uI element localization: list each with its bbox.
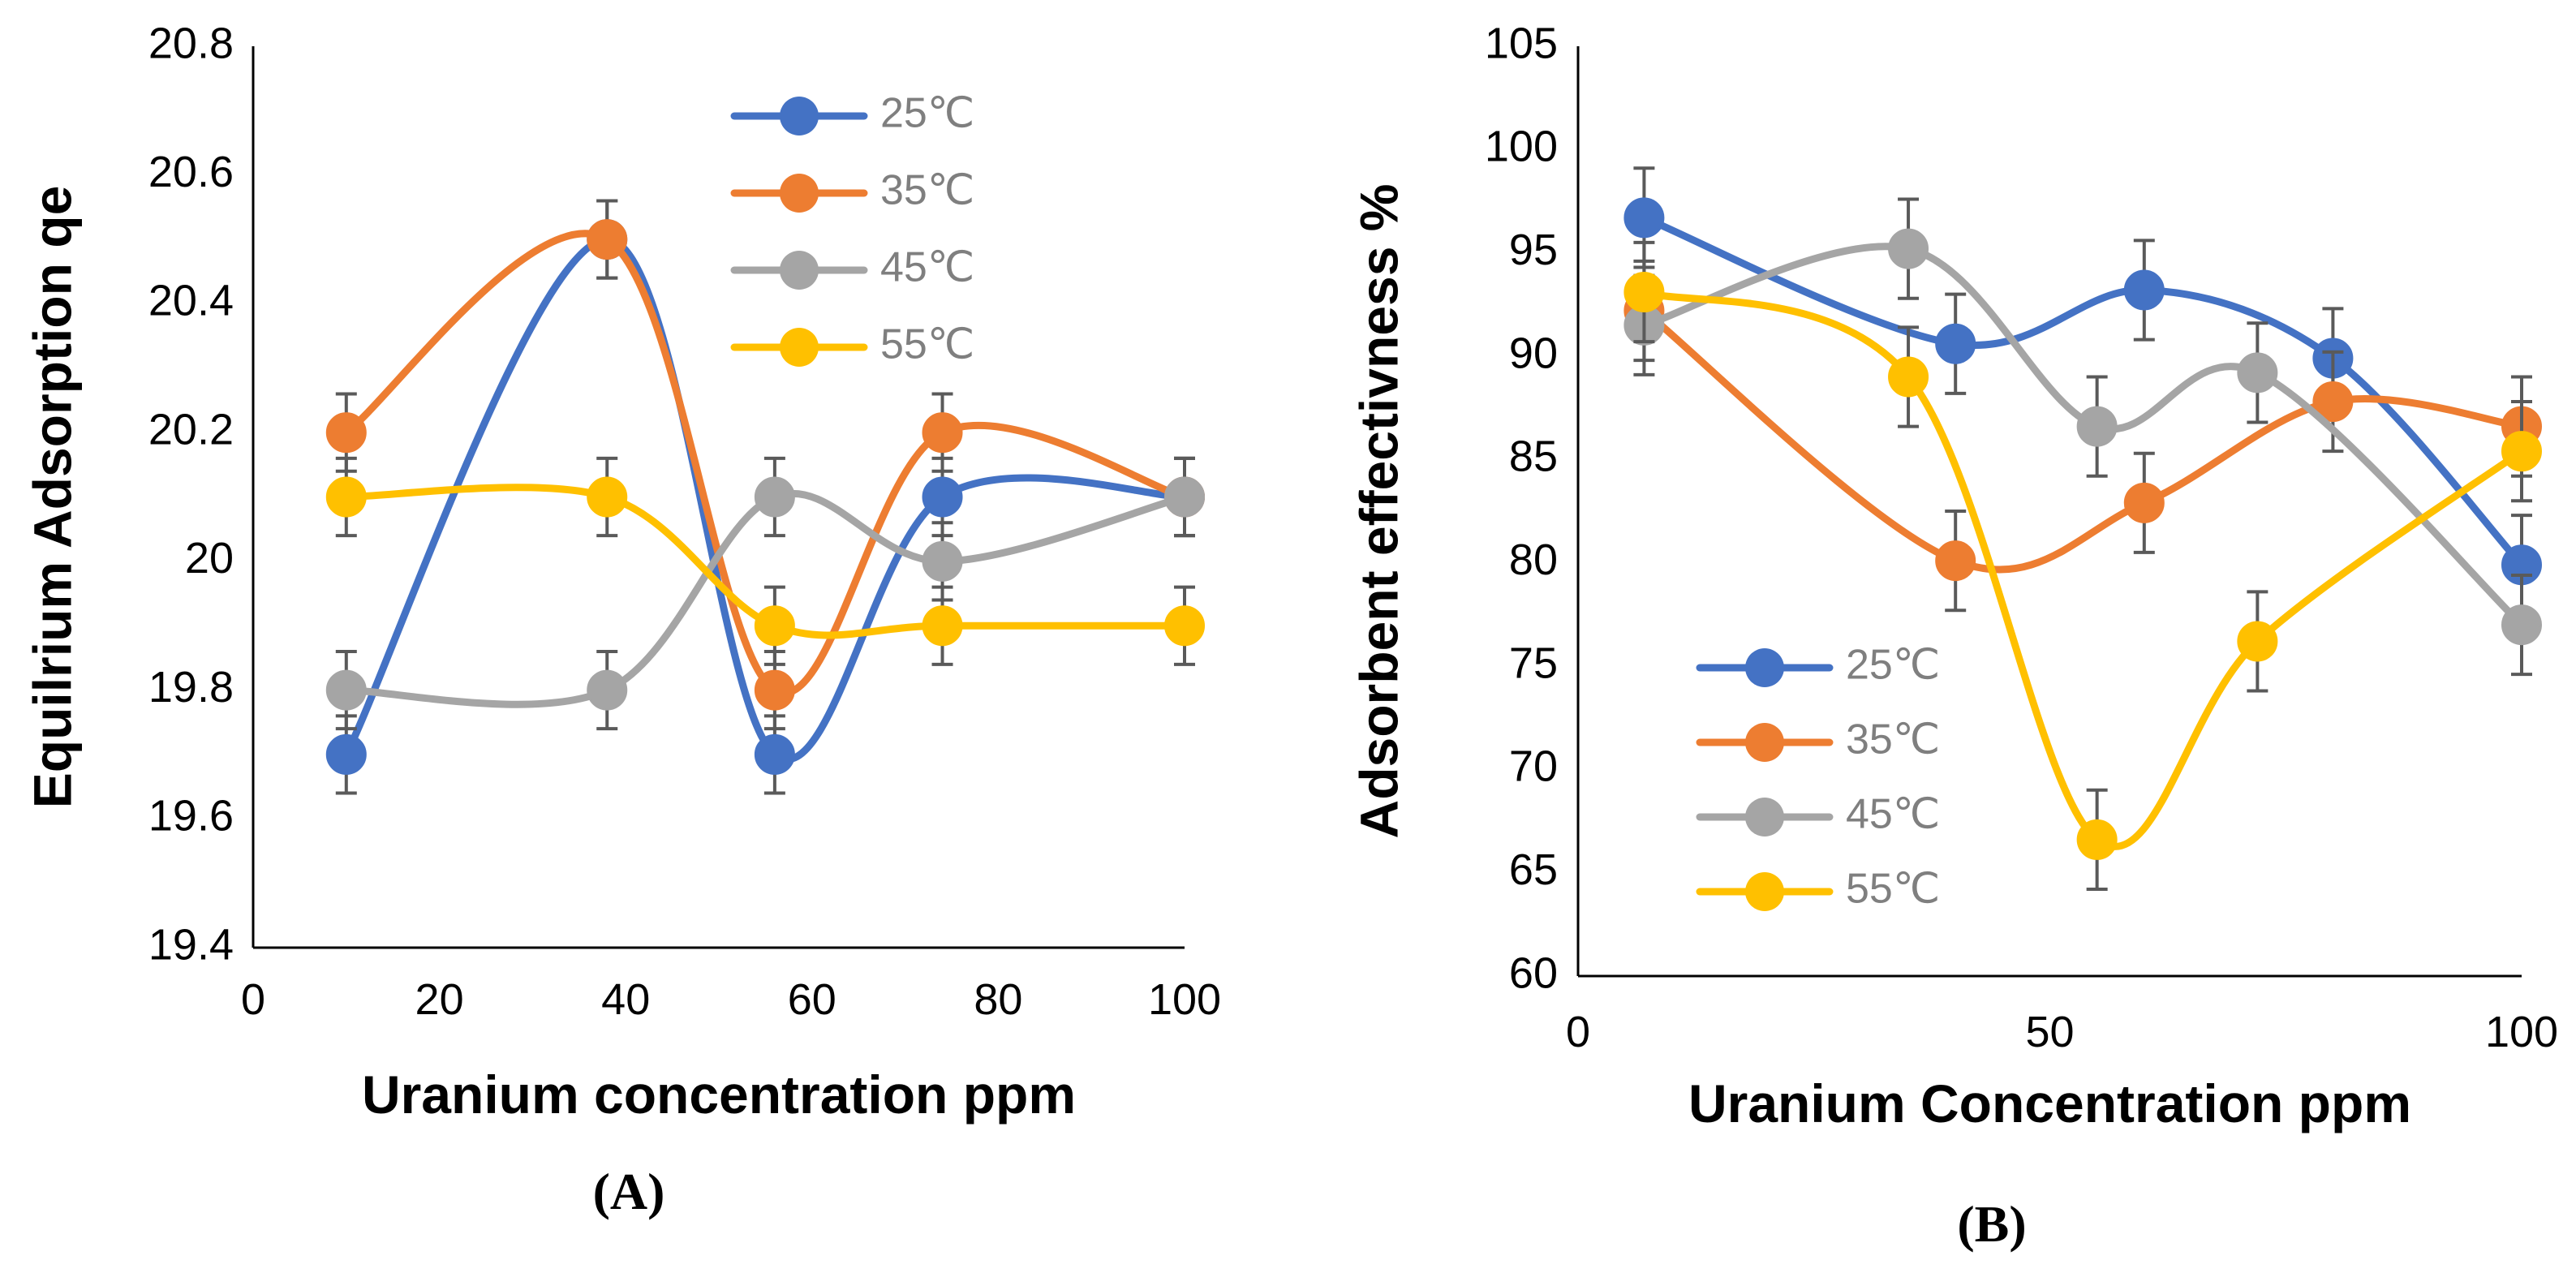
x-tick-label: 100 [2485,1008,2558,1056]
legend-marker [780,97,819,135]
y-tick-label: 20.2 [148,405,234,454]
y-tick-label: 19.6 [148,792,234,841]
data-point [754,669,795,711]
data-point [1623,197,1665,239]
y-tick-label: 100 [1485,123,1558,171]
data-point [1935,540,1976,582]
legend-marker [1745,723,1784,762]
data-point [587,669,628,711]
legend-marker [780,251,819,290]
y-tick-label: 20.8 [148,19,234,67]
data-point [2237,352,2278,394]
legend-label: 25℃ [1846,642,1940,689]
legend-label: 55℃ [1846,866,1940,913]
x-axis-title: Uranium concentration ppm [362,1064,1076,1125]
data-point [922,605,963,647]
data-point [1623,272,1665,313]
legend-label: 45℃ [880,244,974,291]
y-tick-label: 80 [1509,535,1558,584]
legend-marker [780,174,819,213]
series-line [342,235,1189,763]
legend: 25℃ 35℃ 45℃ 55℃ [730,90,974,368]
data-point [587,219,628,260]
x-axis-title: Uranium Concentration ppm [1688,1073,2411,1133]
series-line [1640,307,2526,574]
x-tick-label: 40 [601,975,650,1024]
y-tick-label: 105 [1485,19,1558,67]
data-point [325,733,367,775]
data-point [922,540,963,582]
data-point [325,476,367,518]
y-tick-label: 65 [1509,845,1558,894]
data-point [1164,605,1205,647]
y-tick-label: 20.4 [148,277,234,325]
y-tick-label: 70 [1509,742,1558,791]
x-tick-label: 80 [974,975,1022,1024]
data-point [2076,406,2118,447]
y-axis-title: Equilrium Adsorption qe [22,186,82,809]
legend-label: 35℃ [880,167,974,214]
y-tick-label: 19.4 [148,920,234,969]
y-axis-title: Adsorbent effectivness % [1348,184,1408,839]
data-point [1164,476,1205,518]
panel-label: (B) [1957,1195,2026,1253]
y-tick-label: 85 [1509,432,1558,481]
legend-label: 55℃ [880,321,974,368]
data-point [754,476,795,518]
y-tick-label: 75 [1509,639,1558,687]
panel-label: (A) [593,1163,665,1220]
data-point [754,733,795,775]
data-point [2237,621,2278,662]
y-tick-label: 20 [185,534,234,583]
data-point [2076,819,2118,860]
series-1 [325,199,1205,731]
series-2 [325,456,1205,731]
y-tick-label: 95 [1509,226,1558,274]
y-tick-label: 19.8 [148,663,234,712]
x-tick-label: 20 [415,975,464,1024]
data-point [2501,604,2542,646]
series-0 [1623,166,2542,617]
data-point [2123,482,2165,523]
x-tick-label: 50 [2025,1008,2074,1056]
data-point [1935,323,1976,364]
data-point [922,412,963,454]
legend-marker [780,328,819,367]
data-point [754,605,795,647]
data-point [2312,381,2354,423]
legend-label: 35℃ [1846,716,1940,763]
x-tick-label: 0 [241,975,265,1024]
chart-panel-b: 60 65 70 75 80 85 90 95 100 105 0 50 100 Uranium Conc… [1348,19,2558,1253]
data-point [325,669,367,711]
legend-label: 25℃ [880,90,974,137]
y-tick-label: 60 [1509,948,1558,997]
x-tick-label: 0 [1566,1008,1590,1056]
y-tick-label: 90 [1509,329,1558,377]
data-point [1888,228,1929,269]
data-point [2501,431,2542,472]
series-line [1640,288,2526,850]
legend-marker [1745,648,1784,687]
data-point [325,412,367,454]
x-tick-label: 60 [788,975,836,1024]
y-tick-label: 20.6 [148,148,234,196]
x-tick-label: 100 [1148,975,1221,1024]
chart-panel-a: 19.4 19.6 19.8 20 20.2 20.4 20.6 20.8 0 20 40 60 80 1… [22,19,1221,1220]
data-point [922,476,963,518]
legend-marker [1745,798,1784,836]
data-point [2123,269,2165,311]
series-3 [1623,240,2542,892]
legend: 25℃ 35℃ 45℃ 55℃ [1696,642,1940,913]
data-point [1888,356,1929,398]
data-point [587,476,628,518]
legend-label: 45℃ [1846,791,1940,838]
series-3 [325,456,1205,666]
series-2 [1623,197,2542,677]
legend-marker [1745,872,1784,911]
